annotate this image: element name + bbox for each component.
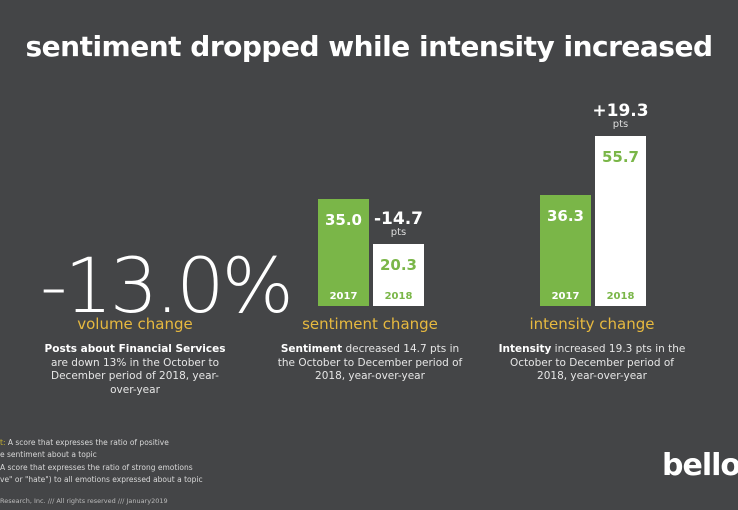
footnote-key: t:: [0, 438, 6, 447]
bar-year-label: 2018: [384, 290, 413, 302]
intensity-change-label: intensity change: [529, 315, 655, 333]
sentiment-change-label: sentiment change: [302, 315, 438, 333]
intensity-desc-bold: Intensity: [498, 343, 552, 355]
volume-desc-text: are down 13% in the October to December …: [50, 356, 220, 396]
page-title: sentiment dropped while intensity increa…: [25, 30, 713, 63]
intensity-description: Intensity increased 19.3 pts in the Octo…: [497, 343, 687, 384]
footnote-1: t: A score that expresses the ratio of p…: [0, 438, 169, 448]
footnote-2: e sentiment about a topic: [0, 450, 97, 459]
bar-intensity-2018: 55.7 2018: [595, 136, 646, 306]
bar-intensity-2017: 36.3 2017: [540, 195, 591, 306]
sentiment-desc-text: decreased 14.7 pts in the October to Dec…: [277, 343, 463, 382]
footnote-3: A score that expresses the ratio of stro…: [0, 463, 193, 472]
sentiment-desc-bold: Sentiment: [280, 343, 343, 355]
brand-logo: bello: [662, 448, 738, 483]
footnote-4: ve" or "hate") to all emotions expressed…: [0, 475, 203, 484]
sentiment-delta: -14.7 pts: [369, 210, 429, 238]
bar-year-label: 2017: [329, 291, 358, 302]
delta-value: -14.7: [374, 209, 423, 230]
delta-unit: pts: [612, 119, 629, 131]
bar-year-label: 2018: [606, 290, 635, 302]
bar-value-label: 20.3: [379, 256, 417, 275]
sentiment-description: Sentiment decreased 14.7 pts in the Octo…: [275, 343, 465, 384]
intensity-desc-text: increased 19.3 pts in the October to Dec…: [510, 343, 686, 382]
volume-change-value: -13.0%: [40, 241, 294, 330]
volume-change-label: volume change: [77, 315, 193, 333]
footnote-text: A score that expresses the ratio of posi…: [5, 438, 169, 447]
bar-sentiment-2018: 20.3 2018: [373, 244, 424, 306]
intensity-delta: +19.3 pts: [591, 102, 651, 130]
delta-value: +19.3: [592, 101, 649, 122]
bar-value-label: 36.3: [546, 207, 584, 226]
bar-sentiment-2017: 35.0 2017: [318, 199, 369, 306]
delta-unit: pts: [390, 227, 407, 239]
bar-value-label: 35.0: [324, 211, 362, 230]
bar-value-label: 55.7: [601, 148, 639, 167]
bar-year-label: 2017: [551, 290, 580, 302]
volume-desc-bold: Posts about Financial Services: [44, 343, 226, 355]
copyright: Research, Inc. /// All rights reserved /…: [0, 497, 168, 505]
volume-description: Posts about Financial Services are down …: [40, 343, 230, 397]
